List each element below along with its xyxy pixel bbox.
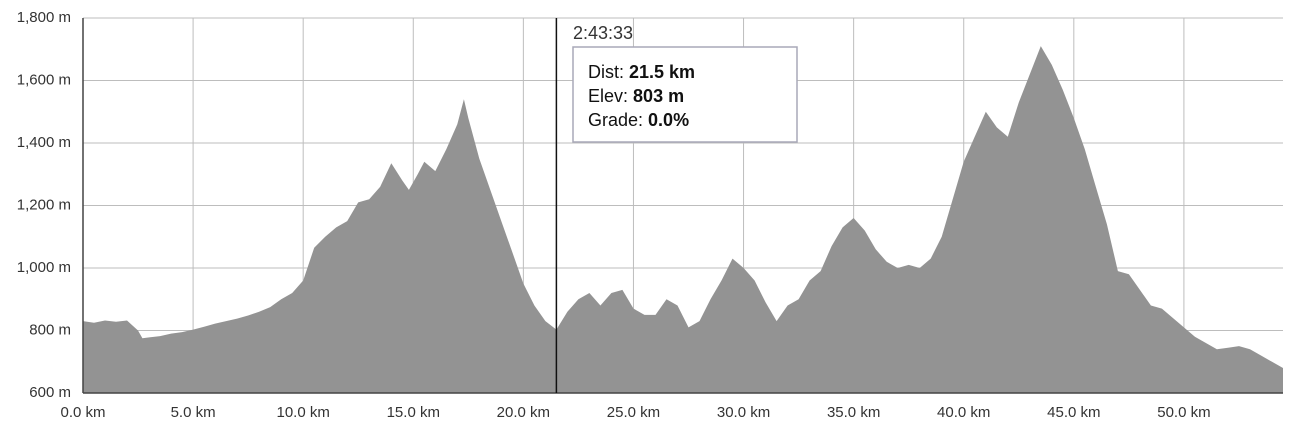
y-tick-label: 1,600 m (17, 71, 71, 88)
label: Grade: (588, 110, 643, 130)
elevation-area (83, 46, 1283, 393)
value: 803 m (633, 86, 684, 106)
x-tick-label: 20.0 km (497, 404, 550, 421)
y-tick-label: 1,200 m (17, 196, 71, 213)
x-tick-label: 50.0 km (1157, 404, 1210, 421)
y-tick-label: 800 m (29, 321, 71, 338)
x-tick-label: 45.0 km (1047, 404, 1100, 421)
x-tick-label: 35.0 km (827, 404, 880, 421)
value: 0.0% (648, 110, 689, 130)
x-tick-label: 25.0 km (607, 404, 660, 421)
x-tick-label: 15.0 km (387, 404, 440, 421)
x-tick-label: 5.0 km (171, 404, 216, 421)
cursor-time: 2:43:33 (573, 23, 633, 43)
tooltip-line: Elev: 803 m (588, 86, 684, 106)
x-tick-label: 40.0 km (937, 404, 990, 421)
y-tick-label: 1,800 m (17, 9, 71, 26)
tooltip: 2:43:33 Dist: 21.5 km Elev: 803 m Grade:… (572, 23, 798, 143)
y-tick-label: 1,000 m (17, 259, 71, 276)
y-tick-label: 600 m (29, 384, 71, 401)
x-tick-label: 0.0 km (60, 404, 105, 421)
x-tick-label: 10.0 km (277, 404, 330, 421)
tooltip-box (572, 46, 798, 143)
tooltip-line: Dist: 21.5 km (588, 62, 695, 82)
value: 21.5 km (629, 62, 695, 82)
x-tick-label: 30.0 km (717, 404, 770, 421)
label: Elev: (588, 86, 628, 106)
label: Dist: (588, 62, 624, 82)
tooltip-line: Grade: 0.0% (588, 110, 689, 130)
y-tick-label: 1,400 m (17, 134, 71, 151)
